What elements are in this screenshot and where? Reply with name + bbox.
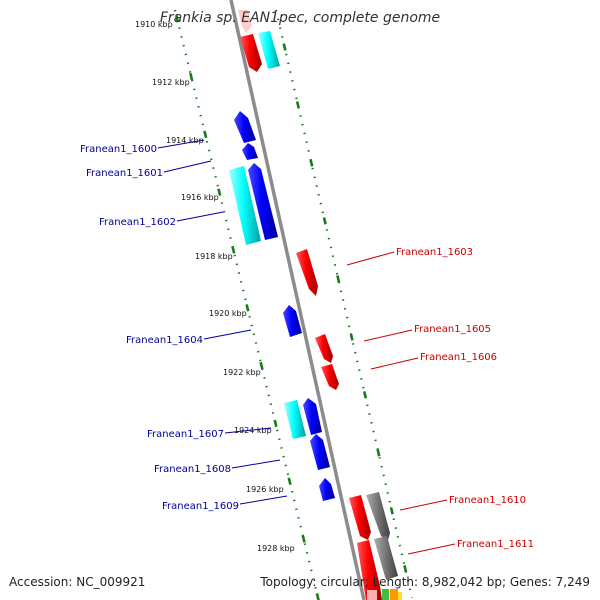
major-tick — [295, 101, 301, 109]
major-tick — [259, 361, 264, 370]
major-tick — [245, 304, 250, 312]
major-tick — [309, 159, 314, 167]
gene-label-franean1-1604[interactable]: Franean1_1604 — [126, 335, 203, 346]
leader-line — [370, 357, 419, 370]
kbp-label-1914: 1914 kbp — [166, 136, 204, 145]
gene-feature-red[interactable] — [349, 495, 371, 540]
gene-feature-red[interactable] — [240, 34, 262, 72]
major-tick — [322, 217, 327, 225]
gene-label-franean1-1607[interactable]: Franean1_1607 — [147, 429, 224, 440]
kbp-label-1916: 1916 kbp — [181, 193, 219, 202]
gene-feature-gray[interactable] — [366, 492, 390, 540]
gene-feature-cyan[interactable] — [258, 31, 280, 69]
gene-feature-blue[interactable] — [283, 305, 302, 337]
gene-label-franean1-1609[interactable]: Franean1_1609 — [162, 501, 239, 512]
kbp-label-1910: 1910 kbp — [135, 20, 173, 29]
major-tick — [217, 188, 222, 196]
leader-line — [203, 329, 252, 340]
gene-feature-pink[interactable] — [367, 590, 377, 600]
accession-text: Accession: NC_009921 — [9, 575, 145, 589]
gene-label-franean1-1602[interactable]: Franean1_1602 — [99, 217, 176, 228]
leader-line — [363, 329, 413, 342]
gene-feature-red[interactable] — [315, 334, 333, 363]
major-tick — [336, 275, 341, 283]
inner-major-ticks — [282, 43, 408, 573]
gene-feature-green[interactable] — [382, 589, 389, 600]
gene-feature-blue[interactable] — [248, 163, 278, 240]
kbp-label-1912: 1912 kbp — [152, 78, 190, 87]
genome-summary-text: Topology: circular; Length: 8,982,042 bp… — [259, 575, 590, 589]
outer-tick-ring — [173, 9, 320, 599]
major-tick — [349, 333, 354, 341]
major-tick — [301, 535, 306, 543]
leader-line — [224, 427, 272, 434]
kbp-label-1918: 1918 kbp — [195, 252, 233, 261]
gene-feature-cyan[interactable] — [229, 166, 261, 245]
major-tick — [282, 43, 287, 51]
kbp-label-1926: 1926 kbp — [246, 485, 284, 494]
leader-line — [239, 495, 288, 505]
gene-feature-gray[interactable] — [374, 536, 398, 580]
major-tick — [203, 130, 208, 139]
major-tick — [315, 593, 320, 600]
gene-feature-red[interactable] — [357, 540, 382, 600]
leader-line — [176, 211, 224, 222]
leader-line — [231, 459, 281, 469]
gene-label-franean1-1605[interactable]: Franean1_1605 — [414, 324, 491, 335]
leader-line — [157, 139, 205, 149]
major-tick — [231, 246, 236, 254]
gene-label-franean1-1608[interactable]: Franean1_1608 — [154, 464, 231, 475]
gene-feature-pink[interactable] — [238, 10, 252, 33]
gene-label-franean1-1606[interactable]: Franean1_1606 — [420, 352, 497, 363]
gene-feature-blue[interactable] — [234, 111, 256, 143]
kbp-label-1928: 1928 kbp — [257, 544, 295, 553]
gene-label-franean1-1601[interactable]: Franean1_1601 — [86, 168, 163, 179]
gene-feature-red[interactable] — [321, 364, 339, 390]
major-tick — [189, 72, 194, 81]
leader-line — [399, 499, 448, 511]
gene-feature-red[interactable] — [296, 249, 318, 296]
gene-feature-blue[interactable] — [319, 478, 335, 501]
leader-line — [346, 251, 395, 266]
major-tick — [376, 449, 381, 457]
gene-feature-yellow[interactable] — [398, 592, 402, 600]
outer-major-ticks — [175, 15, 320, 600]
gene-feature-orange[interactable] — [390, 589, 398, 600]
scale-labels: 1910 kbp 1912 kbp 1914 kbp 1916 kbp 1918… — [135, 20, 295, 553]
gene-label-franean1-1603[interactable]: Franean1_1603 — [396, 247, 473, 258]
genome-backbone — [229, 0, 366, 600]
genome-title: Frankia sp. EAN1pec, complete genome — [160, 10, 440, 26]
gene-feature-blue[interactable] — [310, 434, 330, 470]
leader-line — [407, 543, 456, 555]
gene-labels: Franean1_1600 Franean1_1601 Franean1_160… — [80, 139, 534, 555]
gene-feature-blue[interactable] — [242, 143, 258, 160]
gene-label-franean1-1611[interactable]: Franean1_1611 — [457, 539, 534, 550]
gene-label-franean1-1610[interactable]: Franean1_1610 — [449, 495, 526, 506]
major-tick — [273, 419, 278, 428]
gene-feature-cyan[interactable] — [284, 400, 306, 439]
kbp-label-1924: 1924 kbp — [234, 426, 272, 435]
major-tick — [175, 15, 180, 23]
major-tick — [389, 507, 394, 515]
leader-line — [163, 160, 212, 173]
major-tick — [403, 565, 408, 573]
gene-label-franean1-1600[interactable]: Franean1_1600 — [80, 144, 157, 155]
kbp-label-1920: 1920 kbp — [209, 309, 247, 318]
gene-features — [229, 10, 402, 600]
major-tick — [287, 477, 292, 485]
gene-feature-blue[interactable] — [303, 398, 322, 435]
kbp-label-1922: 1922 kbp — [223, 368, 261, 377]
major-tick — [362, 391, 368, 399]
